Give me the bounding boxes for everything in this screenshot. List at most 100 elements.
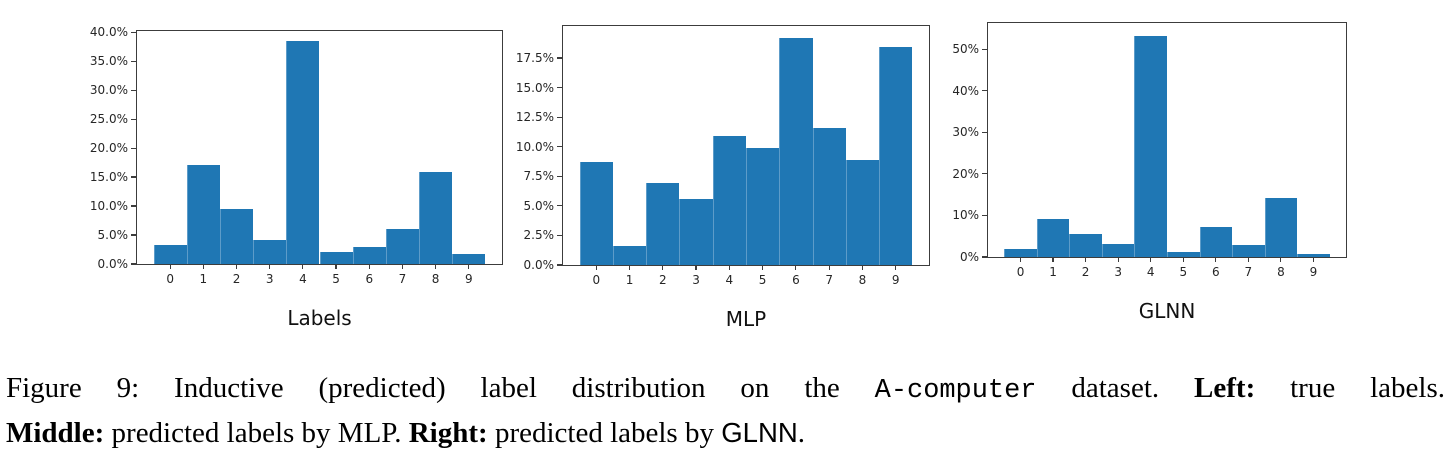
histogram-bar xyxy=(1101,243,1135,257)
histogram-bar xyxy=(612,246,647,265)
x-tick-mark xyxy=(269,264,271,269)
caption-line-2: Middle: predicted labels by MLP. Right: … xyxy=(6,412,1445,454)
x-tick-label: 7 xyxy=(1244,265,1253,279)
caption-line-1: Figure 9: Inductive (predicted) label di… xyxy=(6,367,1445,412)
x-tick-label: 2 xyxy=(1081,265,1090,279)
x-tick-mark xyxy=(202,264,204,269)
caption-right-label: Right: xyxy=(408,417,488,449)
y-tick-mark xyxy=(981,131,987,133)
x-tick-label: 8 xyxy=(431,272,440,286)
x-tick-mark xyxy=(728,265,730,270)
y-tick-label: 17.5% xyxy=(515,50,554,65)
chart-title-labels: Labels xyxy=(287,306,352,330)
x-tick-label: 0 xyxy=(166,272,174,286)
dataset-name: A-computer xyxy=(874,376,1037,406)
y-tick-label: 2.5% xyxy=(523,228,555,243)
histogram-bar xyxy=(1004,248,1037,257)
chart-title-glnn: GLNN xyxy=(1138,299,1196,323)
x-tick-label: 4 xyxy=(299,272,307,286)
y-tick-label: 50% xyxy=(952,42,979,57)
x-tick-label: 0 xyxy=(1016,265,1025,279)
x-tick-mark xyxy=(1247,257,1249,262)
x-tick-label: 7 xyxy=(825,273,833,287)
x-tick-label: 0 xyxy=(592,273,601,287)
x-tick-label: 8 xyxy=(858,273,867,287)
x-tick-label: 1 xyxy=(625,273,634,287)
x-tick-label: 6 xyxy=(1211,265,1220,279)
y-tick-label: 20.0% xyxy=(89,141,128,156)
caption-middle-label: Middle: xyxy=(6,417,105,449)
y-tick-mark xyxy=(556,146,562,148)
caption-text: dataset. xyxy=(1036,372,1195,404)
histogram-bar xyxy=(219,208,254,264)
y-tick-mark xyxy=(556,205,562,207)
histogram-bar xyxy=(319,252,353,264)
caption-text: true labels. xyxy=(1255,372,1445,404)
y-tick-mark xyxy=(130,31,136,33)
y-tick-mark xyxy=(556,175,562,177)
mlp-histogram: MLP 0.0% 2.5% 5.0% 7.5% 10.0% 12.5% 15.0% 17.5%… xyxy=(516,25,930,331)
y-tick-mark xyxy=(130,118,136,120)
labels-histogram: Labels 0.0% 5.0% 10.0% 15.0% 20.0% 25.0% 30.0%… xyxy=(90,25,503,330)
histogram-bar xyxy=(153,245,187,264)
histogram-bar xyxy=(579,162,613,265)
x-tick-label: 9 xyxy=(1309,265,1318,279)
x-tick-mark xyxy=(861,265,864,270)
histogram-bar xyxy=(352,246,386,264)
x-tick-label: 1 xyxy=(1049,265,1057,279)
histogram-bar xyxy=(646,183,680,265)
y-tick-mark xyxy=(556,116,562,118)
x-tick-mark xyxy=(335,264,337,269)
histogram-bar xyxy=(1134,35,1167,257)
caption-text: Figure 9: Inductive (predicted) label di… xyxy=(6,372,875,404)
y-tick-label: 10.0% xyxy=(515,139,554,154)
y-tick-mark xyxy=(556,234,562,237)
histogram-bar xyxy=(1069,233,1102,257)
histogram-bar xyxy=(879,47,913,265)
y-tick-mark xyxy=(981,90,987,92)
y-tick-mark xyxy=(981,256,987,258)
x-tick-label: 8 xyxy=(1277,265,1285,279)
histogram-bar xyxy=(1199,226,1233,257)
histogram-bar xyxy=(746,147,780,265)
x-tick-mark xyxy=(662,265,664,270)
x-tick-mark xyxy=(1117,257,1119,262)
y-tick-mark xyxy=(556,57,562,59)
x-tick-label: 2 xyxy=(658,273,667,287)
y-tick-label: 0.0% xyxy=(97,257,129,271)
x-tick-mark xyxy=(595,265,597,270)
x-tick-mark xyxy=(435,264,437,269)
y-tick-label: 5.0% xyxy=(523,198,555,213)
caption-text: predicted labels by xyxy=(487,417,722,449)
y-tick-mark xyxy=(130,263,136,265)
x-tick-label: 4 xyxy=(725,273,734,287)
glnn-histogram: GLNN 0% 10% 20% 30% 40% 50% 0 1 2 3 4 5 6 7 8 9 xyxy=(952,22,1347,323)
y-tick-mark xyxy=(130,205,136,207)
x-tick-mark xyxy=(1019,257,1022,262)
x-tick-mark xyxy=(1150,257,1152,262)
y-tick-label: 10.0% xyxy=(89,199,128,214)
histogram-bar xyxy=(712,136,746,265)
x-tick-mark xyxy=(1215,257,1217,262)
figure-caption: Figure 9: Inductive (predicted) label di… xyxy=(6,367,1445,454)
y-tick-label: 30% xyxy=(952,125,979,140)
y-tick-label: 40.0% xyxy=(89,25,128,40)
x-tick-mark xyxy=(401,264,404,269)
histogram-bar xyxy=(1297,254,1330,257)
x-tick-label: 1 xyxy=(199,272,208,286)
x-tick-mark xyxy=(1182,257,1184,262)
x-tick-mark xyxy=(1052,257,1054,262)
y-tick-label: 20% xyxy=(952,166,979,181)
x-tick-mark xyxy=(795,265,797,270)
y-tick-label: 15.0% xyxy=(515,80,554,95)
y-tick-mark xyxy=(556,264,562,266)
y-tick-label: 10% xyxy=(952,208,979,223)
x-tick-label: 4 xyxy=(1146,265,1155,279)
y-tick-mark xyxy=(130,60,136,62)
x-tick-mark xyxy=(895,265,897,270)
histogram-bar xyxy=(253,239,287,264)
x-tick-mark xyxy=(169,264,171,269)
caption-text: predicted labels by MLP. xyxy=(104,417,409,449)
x-tick-mark xyxy=(368,264,370,269)
x-tick-label: 9 xyxy=(891,273,900,287)
